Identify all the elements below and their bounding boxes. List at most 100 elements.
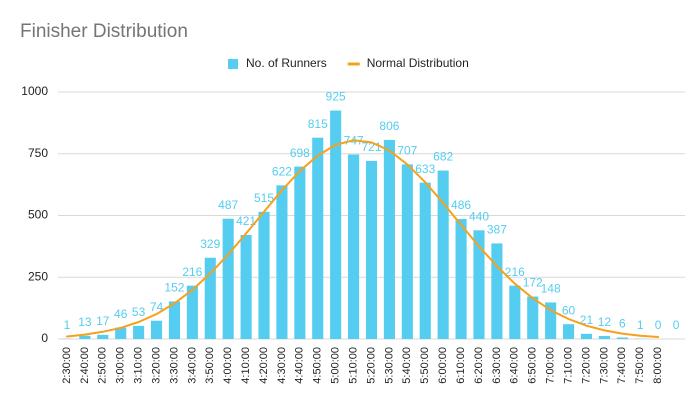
data-label: 421 [236,214,256,228]
data-label: 60 [562,303,576,317]
bar [491,243,503,339]
x-tick-label: 4:40:00 [294,347,306,384]
data-label: 172 [523,276,543,290]
y-tick-label: 750 [28,146,48,160]
data-label: 486 [451,198,471,212]
bar [509,285,521,339]
bar [563,324,575,339]
x-tick-label: 6:20:00 [473,347,485,384]
data-label: 387 [487,223,507,237]
x-tick-label: 4:20:00 [258,347,270,384]
x-tick-label: 4:50:00 [312,347,324,384]
bar [79,335,91,339]
bar [312,137,324,339]
data-label: 815 [308,117,328,131]
line [66,139,660,338]
bar [383,139,395,339]
x-tick-label: 6:40:00 [509,347,521,384]
chart-title: Finisher Distribution [20,21,188,42]
bar [294,166,306,339]
data-label: 721 [361,140,381,154]
x-tick-label: 3:50:00 [204,347,216,384]
y-tick-label: 500 [28,208,48,222]
data-label: 515 [254,191,274,205]
bar [97,334,109,339]
x-tick-label: 7:30:00 [598,347,610,384]
x-tick-label: 3:20:00 [150,347,162,384]
data-label: 0 [673,318,680,332]
bar [527,296,539,339]
x-tick-label: 7:10:00 [562,347,574,384]
data-label: 440 [469,209,489,223]
data-label: 152 [164,281,184,295]
bar [115,327,127,339]
x-tick-label: 7:00:00 [545,347,557,384]
x-tick-label: 3:30:00 [168,347,180,384]
x-tick-label: 4:10:00 [240,347,252,384]
bar [419,182,431,339]
bar [437,170,449,339]
x-tick-label: 5:00:00 [330,347,342,384]
x-tick-label: 5:10:00 [347,347,359,384]
bar [473,230,485,339]
x-tick-label: 3:40:00 [186,347,198,384]
bar [598,336,610,339]
x-tick-label: 5:30:00 [383,347,395,384]
y-tick-label: 0 [41,331,48,345]
bar [455,218,467,339]
data-label: 216 [505,265,525,279]
x-tick-label: 7:20:00 [580,347,592,384]
data-label: 148 [541,282,561,296]
data-label: 17 [96,314,110,328]
bar [616,337,628,339]
bar [133,325,145,339]
x-tick-label: 6:50:00 [527,347,539,384]
x-tick-label: 2:30:00 [61,347,73,384]
bar [365,160,378,339]
x-tick-label: 3:00:00 [115,347,127,384]
data-label: 1 [637,318,644,332]
data-label: 806 [379,119,399,133]
x-tick-label: 7:40:00 [616,347,628,384]
data-label: 633 [415,162,435,176]
x-tick-label: 5:40:00 [401,347,413,384]
data-label: 53 [132,305,146,319]
data-label: 698 [290,146,310,160]
bar [240,235,252,339]
bar [401,164,413,339]
x-tick-label: 6:10:00 [455,347,467,384]
x-tick-label: 2:40:00 [79,347,91,384]
data-label: 216 [182,265,202,279]
x-tick-label: 6:00:00 [437,347,449,384]
x-tick-label: 4:30:00 [276,347,288,384]
data-label: 13 [78,315,92,329]
x-tick-label: 2:50:00 [97,347,109,384]
x-tick-label: 5:50:00 [419,347,431,384]
bar [168,301,180,339]
x-tick-label: 7:50:00 [634,347,646,384]
data-label: 6 [619,317,626,331]
bar [276,185,288,339]
x-tick-label: 3:10:00 [133,347,145,384]
bar [258,211,270,339]
data-label: 74 [150,300,164,314]
data-label: 46 [114,307,128,321]
y-tick-label: 1000 [21,84,48,98]
data-label: 925 [326,90,346,104]
data-label: 329 [200,237,220,251]
data-label: 12 [598,315,612,329]
data-label: 487 [218,198,238,212]
legend-swatch [228,59,238,69]
bar [580,333,593,339]
x-tick-label: 8:00:00 [652,347,664,384]
bar [222,218,234,339]
data-label: 707 [397,144,417,158]
x-tick-label: 4:00:00 [222,347,234,384]
bar [186,285,198,339]
data-label: 1 [64,318,71,332]
data-label: 682 [433,150,453,164]
bar [545,302,557,339]
bar [330,110,342,340]
bar [348,154,360,339]
